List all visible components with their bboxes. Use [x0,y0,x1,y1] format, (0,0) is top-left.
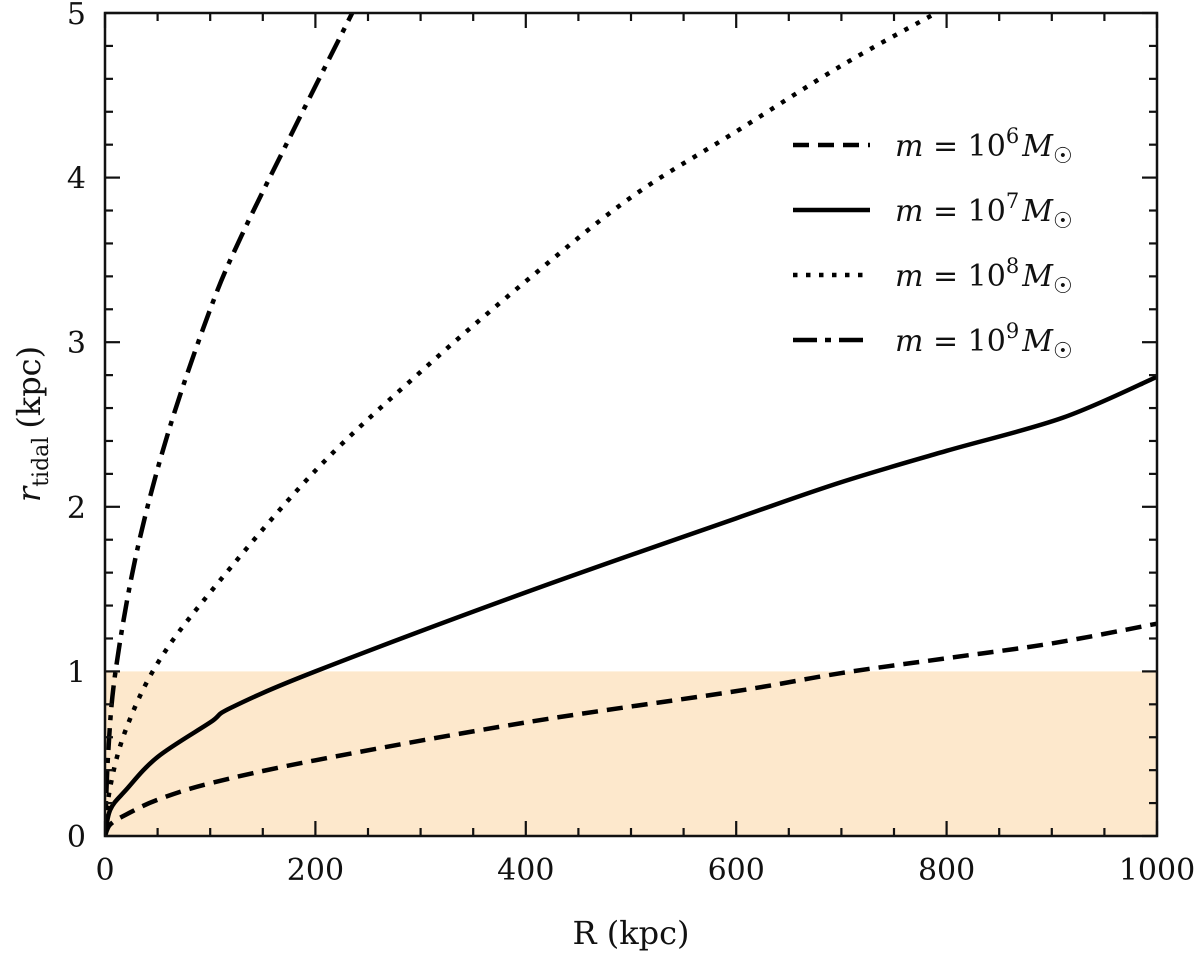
series-layer [105,13,1157,836]
y-axis-label-main: r [10,485,48,502]
y-axis-label: rtidal (kpc) [10,346,54,502]
x-tick-label: 0 [95,853,114,888]
x-tick-label: 1000 [1119,853,1195,888]
legend-item: m = 107 M☉ [793,189,1073,234]
y-tick-label: 4 [67,162,86,197]
y-tick-label: 1 [67,655,86,690]
legend-label: m = 107 M☉ [895,189,1073,234]
y-axis-label-sub: tidal [29,437,54,487]
x-tick-label: 800 [918,853,975,888]
y-tick-label: 5 [67,0,86,32]
x-tick-label: 200 [287,853,344,888]
legend-item: m = 106 M☉ [793,124,1073,169]
shaded-region [105,671,1157,836]
legend: m = 106 M☉ m = 107 M☉ m = 108 M☉ m = 109 M☉ [793,124,1073,364]
svg-text:rtidal(kpc): rtidal (kpc) [10,346,54,502]
legend-label: m = 108 M☉ [895,254,1073,299]
series-line-dashed [105,621,1157,836]
x-axis-label: R (kpc) [572,914,689,952]
tick-labels: 0 200 400 600 800 1000 0 1 2 3 4 5 [67,0,1195,888]
y-tick-label: 3 [67,326,86,361]
series-line-solid [105,374,1157,836]
legend-label: m = 106 M☉ [895,124,1073,169]
y-tick-label: 0 [67,820,86,855]
x-tick-label: 600 [708,853,765,888]
y-tick-label: 2 [67,491,86,526]
legend-item: m = 108 M☉ [793,254,1073,299]
x-tick-label: 400 [497,853,554,888]
legend-label: m = 109 M☉ [895,319,1073,364]
legend-item: m = 109 M☉ [793,319,1073,364]
plot-frame [103,11,1159,838]
y-axis-label-unit: (kpc) [10,346,48,429]
